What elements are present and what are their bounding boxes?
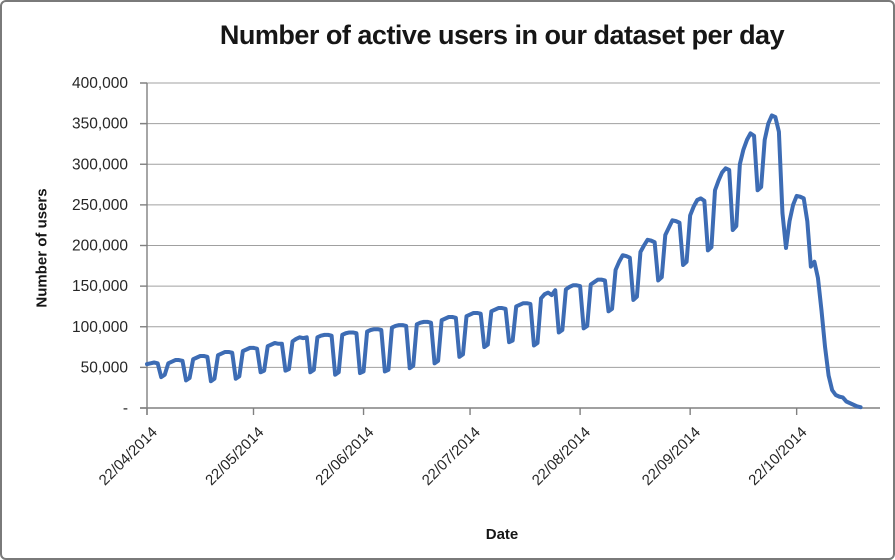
x-tick-labels: 22/04/2014 22/05/2014 22/06/2014 22/07/2014… bbox=[96, 424, 811, 489]
x-tick-label: 22/10/2014 bbox=[745, 424, 810, 489]
x-tick-label: 22/06/2014 bbox=[312, 424, 377, 489]
y-axis-title: Number of users bbox=[33, 188, 51, 308]
y-tick-label: 50,000 bbox=[81, 359, 129, 376]
chart-title: Number of active users in our dataset pe… bbox=[219, 20, 785, 50]
y-tick-label: 350,000 bbox=[72, 116, 128, 133]
x-tick-label: 22/08/2014 bbox=[529, 424, 594, 489]
gridlines bbox=[147, 82, 880, 368]
y-tick-label: 300,000 bbox=[72, 156, 128, 173]
x-tick-label: 22/05/2014 bbox=[202, 424, 267, 489]
y-tick-label: 400,000 bbox=[72, 75, 128, 92]
x-axis-title: Date bbox=[485, 526, 519, 543]
series-line bbox=[145, 113, 863, 410]
y-tick-labels: - 50,000 100,000 150,000 200,000 250,000 300,0… bbox=[72, 75, 128, 417]
axes bbox=[140, 83, 880, 415]
x-tick-label: 22/04/2014 bbox=[96, 424, 161, 489]
y-tick-label: 200,000 bbox=[72, 238, 128, 255]
x-axis-ticks bbox=[146, 408, 798, 415]
x-tick-label: 22/09/2014 bbox=[639, 424, 704, 489]
y-axis-ticks bbox=[140, 82, 147, 409]
x-tick-label: 22/07/2014 bbox=[419, 424, 484, 489]
y-tick-label: - bbox=[123, 400, 128, 417]
y-tick-label: 250,000 bbox=[72, 197, 128, 214]
y-tick-label: 150,000 bbox=[72, 278, 128, 295]
y-tick-label: 100,000 bbox=[72, 319, 128, 336]
